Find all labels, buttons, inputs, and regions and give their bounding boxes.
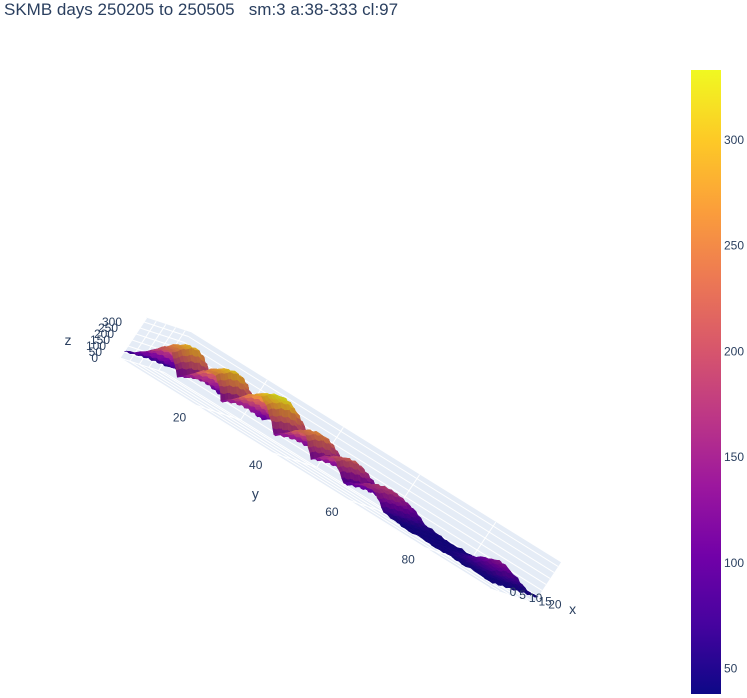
- grid-line: [119, 357, 165, 373]
- colorbar: 50 100 150 200 250 300: [691, 70, 744, 694]
- grid-line: [139, 327, 185, 343]
- surface-patch: [231, 386, 234, 396]
- y-axis-title: y: [252, 485, 259, 501]
- grid-line: [184, 342, 555, 573]
- surface-patch: [488, 580, 497, 584]
- surface-patch: [238, 388, 242, 398]
- z-tick-label: 250: [98, 321, 118, 335]
- grid-line: [129, 360, 500, 592]
- colorbar-tick: 250: [724, 239, 744, 253]
- grid-line: [123, 351, 169, 367]
- y-tick-label: 20: [173, 410, 187, 424]
- colorbar-tick: 200: [724, 344, 744, 358]
- z-tick-label: 100: [86, 339, 106, 353]
- z-axis-title: z: [65, 332, 72, 348]
- z-tick-label: 50: [89, 345, 103, 359]
- y-tick-label: 60: [325, 505, 339, 519]
- grid-line: [129, 320, 157, 362]
- colorbar-bar: [691, 70, 721, 694]
- chart-title: SKMB days 250205 to 250505 sm:3 a:38-333…: [4, 0, 399, 19]
- x-tick-label: 5: [519, 588, 526, 602]
- x-axis-title: x: [569, 601, 576, 617]
- z-tick-label: 150: [90, 333, 110, 347]
- colorbar-tick: 100: [724, 556, 744, 570]
- z-tick-label: 200: [94, 327, 114, 341]
- x-tick-label: 0: [510, 585, 517, 599]
- y-tick-label: 40: [249, 458, 263, 472]
- colorbar-tick: 50: [724, 662, 738, 676]
- z-tick-label: 0: [91, 351, 98, 365]
- x-tick-label: 10: [529, 591, 543, 605]
- z-tick-label: 300: [102, 315, 122, 329]
- y-tick-label: 80: [401, 553, 415, 567]
- x-tick-label: 15: [539, 594, 553, 608]
- x-tick-label: 20: [548, 598, 562, 612]
- grid-line: [143, 321, 189, 337]
- grid-line: [188, 336, 559, 567]
- grid-line: [139, 363, 510, 595]
- colorbar-tick: 300: [724, 133, 744, 147]
- grid-line: [119, 357, 490, 589]
- grid-line: [468, 521, 497, 563]
- surface-patch: [282, 408, 286, 419]
- colorbar-tick: 150: [724, 450, 744, 464]
